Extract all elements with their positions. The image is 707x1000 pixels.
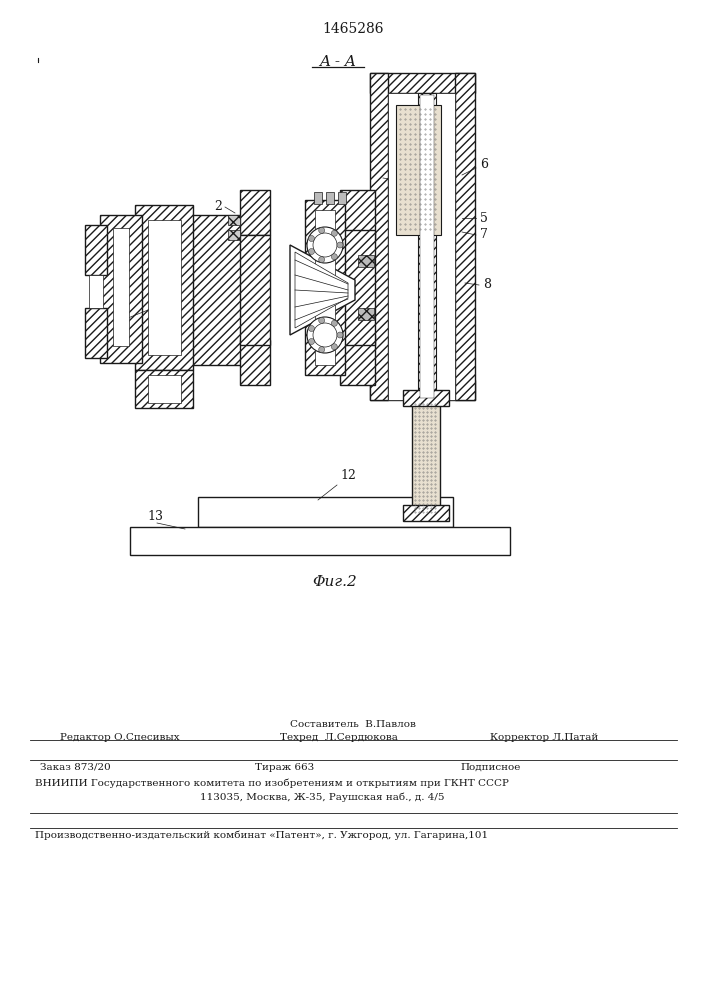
Bar (420, 95, 434, 398)
Bar (89, 275, 103, 308)
Circle shape (308, 339, 315, 345)
Bar (85, 225, 107, 275)
Bar (412, 400, 440, 515)
Text: 7: 7 (480, 229, 488, 241)
Text: Составитель  В.Павлов: Составитель В.Павлов (290, 720, 416, 729)
Bar (185, 215, 245, 365)
Bar (240, 190, 270, 235)
Text: 13: 13 (147, 510, 163, 524)
Circle shape (337, 242, 343, 248)
Bar (305, 200, 345, 375)
Bar (228, 230, 240, 240)
Bar (455, 73, 475, 400)
Text: 113035, Москва, Ж-35, Раушская наб., д. 4/5: 113035, Москва, Ж-35, Раушская наб., д. … (200, 793, 445, 802)
Circle shape (308, 249, 315, 255)
Circle shape (332, 254, 337, 260)
Bar (130, 527, 510, 555)
Bar (403, 505, 449, 521)
Text: Подписное: Подписное (460, 763, 520, 772)
Circle shape (332, 344, 337, 350)
Text: Заказ 873/20: Заказ 873/20 (40, 763, 111, 772)
Bar (135, 205, 193, 370)
Text: 12: 12 (340, 469, 356, 482)
Text: 1: 1 (117, 312, 125, 324)
Polygon shape (295, 252, 348, 328)
Text: Редактор О.Спесивых: Редактор О.Спесивых (60, 733, 180, 742)
Bar (240, 235, 270, 345)
Text: 6: 6 (480, 158, 488, 172)
Circle shape (337, 332, 343, 338)
Bar (100, 215, 142, 363)
Circle shape (319, 257, 325, 263)
Text: 8: 8 (483, 278, 491, 292)
Circle shape (319, 317, 325, 323)
Text: 1465286: 1465286 (322, 22, 384, 36)
Circle shape (332, 230, 337, 236)
Bar (326, 192, 334, 204)
Text: 2: 2 (214, 200, 222, 214)
Text: Тираж 663: Тираж 663 (255, 763, 314, 772)
Circle shape (332, 320, 337, 326)
Bar (340, 335, 375, 385)
Circle shape (313, 233, 337, 257)
Bar (148, 375, 181, 403)
Bar (228, 215, 240, 225)
Text: 5: 5 (480, 212, 488, 225)
Bar (370, 380, 475, 400)
Bar (315, 210, 335, 365)
Text: ВНИИПИ Государственного комитета по изобретениям и открытиям при ГКНТ СССР: ВНИИПИ Государственного комитета по изоб… (35, 778, 509, 788)
Text: Техред  Л.Сердюкова: Техред Л.Сердюкова (280, 733, 398, 742)
Text: A - A: A - A (320, 55, 356, 69)
Circle shape (307, 227, 343, 263)
Bar (240, 340, 270, 385)
Bar (388, 93, 455, 400)
Bar (358, 255, 374, 267)
Bar (358, 308, 374, 320)
Text: Производственно-издательский комбинат «Патент», г. Ужгород, ул. Гагарина,101: Производственно-издательский комбинат «П… (35, 831, 488, 840)
Text: Φиг.2: Φиг.2 (312, 575, 357, 589)
Bar (113, 228, 129, 346)
Bar (340, 190, 375, 240)
Text: 3: 3 (388, 168, 396, 182)
Circle shape (308, 325, 315, 331)
Bar (148, 220, 181, 355)
Bar (403, 390, 449, 406)
Circle shape (319, 347, 325, 353)
Circle shape (307, 317, 343, 353)
Polygon shape (290, 245, 355, 335)
Bar (198, 497, 453, 527)
Bar (396, 105, 441, 235)
Text: 4: 4 (410, 98, 418, 110)
Bar (418, 93, 436, 400)
Bar (340, 230, 375, 345)
Bar (314, 192, 322, 204)
Bar (370, 73, 475, 93)
Bar (370, 73, 388, 400)
Bar (85, 308, 107, 358)
Circle shape (308, 235, 315, 241)
Bar (135, 370, 193, 408)
Bar (338, 192, 346, 204)
Circle shape (319, 227, 325, 233)
Text: Корректор Л.Патай: Корректор Л.Патай (490, 733, 598, 742)
Circle shape (313, 323, 337, 347)
